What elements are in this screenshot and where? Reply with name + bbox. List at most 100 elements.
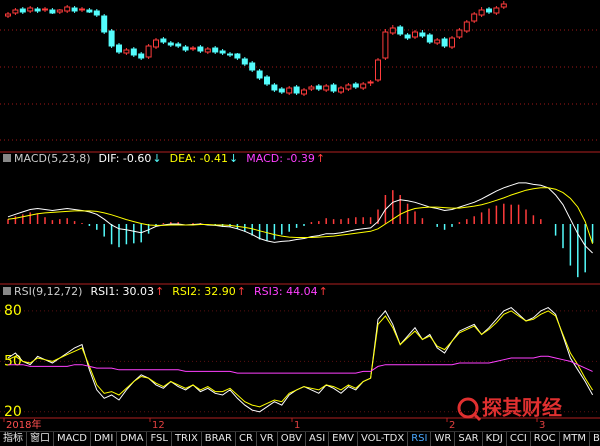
watermark-text: 探其财经 — [482, 396, 562, 420]
tab[interactable]: RSI — [408, 432, 432, 446]
candle-body — [5, 13, 11, 17]
candle-body — [123, 49, 130, 54]
candle-body — [412, 31, 418, 38]
candle-body — [434, 39, 441, 44]
legend-arrow: ↑ — [237, 285, 246, 298]
tab[interactable]: DMI — [91, 432, 118, 446]
legend-label: DEA: -0.41 — [170, 152, 228, 165]
candle-body — [367, 81, 374, 84]
legend-arrow: ↑ — [155, 285, 164, 298]
tab[interactable]: FSL — [147, 432, 172, 446]
candle-body — [493, 7, 500, 14]
tab[interactable]: EMV — [329, 432, 358, 446]
candle-body — [219, 50, 226, 54]
tab[interactable]: DMA — [117, 432, 148, 446]
y-tick-label: 50 — [4, 353, 22, 369]
tab[interactable]: VOL-TDX — [358, 432, 409, 446]
candle-body — [93, 10, 100, 16]
chart: MACD(5,23,8) DIF: -0.60 ↓ DEA: -0.41 ↓ MACD:… — [0, 0, 600, 431]
legend-label: RSI1: 30.03 — [90, 285, 154, 298]
tab[interactable]: CCI — [507, 432, 531, 446]
candle-body — [190, 47, 196, 50]
candle-body — [79, 8, 85, 11]
candle-body — [234, 53, 241, 59]
candle-body — [419, 32, 426, 37]
tab[interactable]: VR — [257, 432, 278, 446]
y-tick-label: 80 — [4, 303, 22, 319]
legend-arrow: ↓ — [229, 152, 238, 165]
candle-body — [64, 6, 71, 12]
candle-body — [382, 31, 389, 59]
candle-body — [345, 84, 352, 90]
tab[interactable]: BOLL — [590, 432, 600, 446]
watermark: 探其财经 — [457, 396, 562, 422]
watermark-icon — [457, 397, 479, 419]
y-tick-label: 20 — [4, 404, 22, 420]
candle-body — [478, 9, 485, 16]
x-tick-label: 2018年 — [6, 418, 41, 431]
watermark-icon — [472, 412, 482, 422]
legend-arrow: ↑ — [319, 285, 328, 298]
tab[interactable]: 指标 — [0, 432, 27, 446]
indicator-line — [7, 310, 594, 408]
candle-body — [249, 62, 256, 71]
tab[interactable]: 窗口 — [27, 432, 54, 446]
tab[interactable]: OBV — [278, 432, 306, 446]
panel-title: MACD(5,23,8) — [14, 152, 91, 165]
indicator-line — [7, 182, 593, 254]
candle-body — [27, 7, 34, 12]
candle-body — [34, 8, 41, 12]
candle-body — [42, 8, 48, 11]
tab[interactable]: WR — [431, 432, 456, 446]
macd-header: MACD(5,23,8) DIF: -0.60 ↓ DEA: -0.41 ↓ MACD:… — [14, 152, 325, 165]
candle-body — [301, 89, 307, 95]
candle-body — [175, 43, 182, 47]
candle-body — [449, 37, 455, 48]
tab[interactable]: ASI — [306, 432, 330, 446]
background — [0, 0, 600, 431]
tab[interactable]: TRIX — [172, 432, 202, 446]
candle-body — [278, 88, 285, 93]
tab[interactable]: BRAR — [202, 432, 236, 446]
candle-body — [86, 9, 93, 13]
candle-body — [486, 8, 492, 13]
x-tick-label: 12 — [152, 420, 165, 431]
legend-label: MACD: -0.39 — [246, 152, 315, 165]
candle-body — [19, 8, 26, 13]
tab[interactable]: KDJ — [483, 432, 507, 446]
candle-body — [197, 46, 204, 52]
candle-body — [49, 9, 56, 14]
candle-body — [500, 3, 507, 8]
candle-body — [101, 15, 108, 33]
candle-body — [463, 21, 470, 32]
x-tick-label: 2 — [449, 420, 455, 431]
candle-body — [264, 76, 270, 85]
rsi-header: RSI(9,12,72) RSI1: 30.03 ↑ RSI2: 32.90 ↑ RSI… — [14, 285, 328, 298]
panel-icon — [3, 287, 11, 295]
price-grid — [0, 29, 600, 141]
candle-body — [338, 87, 344, 93]
candle-body — [352, 83, 359, 88]
candle-body — [323, 85, 330, 91]
tab[interactable]: ROC — [531, 432, 560, 446]
candle-body — [389, 27, 396, 34]
candle-body — [426, 34, 433, 43]
legend-arrow: ↑ — [316, 152, 325, 165]
candle-body — [471, 13, 478, 22]
candle-body — [293, 86, 300, 94]
candle-body — [271, 84, 278, 91]
tab[interactable]: MTM — [560, 432, 590, 446]
panel-title: RSI(9,12,72) — [14, 285, 82, 298]
tab[interactable]: CR — [236, 432, 257, 446]
tab[interactable]: SAR — [455, 432, 483, 446]
x-tick-label: 3 — [539, 420, 545, 431]
candle-body — [145, 45, 152, 58]
candle-body — [397, 26, 404, 35]
candle-body — [12, 9, 19, 14]
candle-body — [286, 87, 293, 94]
tab[interactable]: MACD — [54, 432, 91, 446]
indicator-line — [7, 187, 594, 244]
candle-body — [375, 59, 381, 81]
candle-body — [56, 9, 63, 13]
candle-body — [204, 48, 211, 53]
